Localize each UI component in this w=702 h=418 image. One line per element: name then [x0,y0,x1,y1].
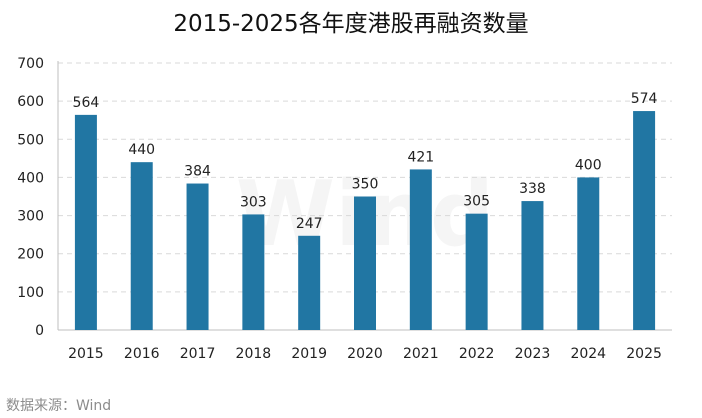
bar-2022 [465,213,488,330]
data-label: 574 [631,91,658,107]
y-tick-label: 500 [17,132,44,148]
data-label: 564 [73,95,100,111]
bar-2018 [242,214,265,330]
chart-title: 2015-2025各年度港股再融资数量 [173,11,529,37]
bar-2021 [409,169,432,330]
x-tick-label: 2021 [403,346,439,362]
x-tick-label: 2017 [180,346,216,362]
data-label: 303 [240,194,267,210]
data-label: 421 [407,149,434,165]
x-tick-label: 2015 [68,346,104,362]
x-tick-label: 2025 [626,346,662,362]
bar-2023 [521,201,544,330]
data-label: 440 [128,142,155,158]
x-tick-label: 2022 [459,346,495,362]
data-label: 400 [575,157,602,173]
y-tick-label: 0 [35,323,44,339]
bar-2017 [186,183,209,330]
data-label: 247 [296,216,323,232]
source-note: 数据来源：Wind [6,398,112,414]
x-tick-label: 2018 [236,346,272,362]
data-label: 350 [352,177,379,193]
bar-2024 [577,177,600,330]
y-tick-label: 400 [17,170,44,186]
x-tick-label: 2024 [570,346,606,362]
y-tick-label: 700 [17,56,44,72]
bar-2016 [130,162,153,330]
data-label: 305 [463,194,490,210]
x-tick-label: 2016 [124,346,160,362]
bar-2020 [354,196,376,330]
data-label: 338 [519,181,546,197]
bar-2015 [74,114,97,330]
bar-2025 [633,111,656,330]
bar-2019 [298,235,321,330]
x-tick-label: 2020 [347,346,383,362]
y-tick-label: 300 [17,209,44,225]
x-tick-label: 2019 [291,346,327,362]
y-tick-label: 100 [17,285,44,301]
y-tick-label: 600 [17,94,44,110]
data-label: 384 [184,164,211,180]
y-tick-label: 200 [17,247,44,263]
x-tick-label: 2023 [515,346,551,362]
